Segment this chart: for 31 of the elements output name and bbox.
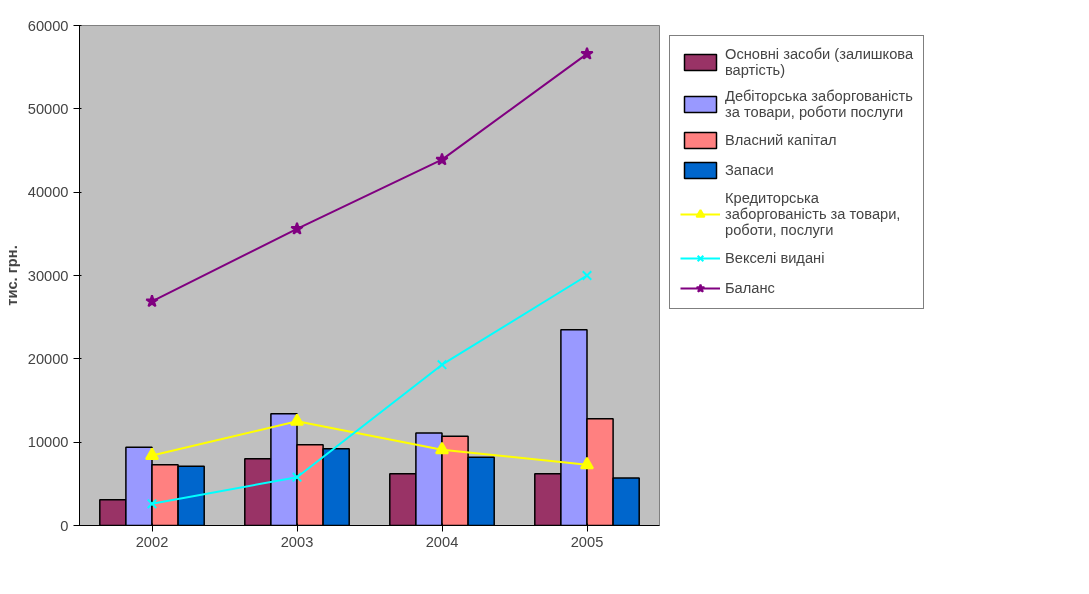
point: [435, 441, 449, 455]
x-tick-label: 2004: [425, 533, 459, 550]
y-tick-label: 0: [60, 517, 69, 534]
legend-label: Запаси: [725, 161, 774, 180]
x-tick-label: 2002: [135, 533, 169, 550]
point: [146, 498, 158, 510]
point: [581, 270, 593, 281]
legend-label: Основні засоби (залишкова вартість): [725, 46, 914, 78]
point: [435, 152, 449, 166]
x-tick-label: 2005: [570, 533, 604, 550]
y-tick-label: 50000: [27, 100, 69, 117]
legend-label: Власний капітал: [725, 131, 837, 150]
legend-label: Кредиторська заборгованість за товари, роботи, послуги: [725, 190, 901, 238]
point: [145, 294, 159, 308]
point: [580, 456, 594, 470]
point: [436, 359, 448, 370]
legend-label: Дебіторська заборгованість за товари, роботи послуги: [725, 88, 913, 120]
y-tick-label: 40000: [27, 184, 69, 201]
point: [291, 471, 303, 483]
legend-label: Баланс: [725, 279, 775, 298]
y-axis-title: тис. грн.: [3, 245, 20, 306]
y-tick-label: 60000: [27, 17, 69, 34]
y-tick-label: 20000: [27, 350, 69, 367]
point: [290, 413, 304, 426]
legend-label: Векселі видані: [725, 249, 825, 268]
point: [580, 46, 594, 60]
y-tick-label: 10000: [27, 434, 69, 451]
point: [290, 221, 304, 235]
y-tick-label: 30000: [27, 267, 69, 284]
x-tick-label: 2003: [280, 533, 314, 550]
point: [145, 447, 159, 460]
